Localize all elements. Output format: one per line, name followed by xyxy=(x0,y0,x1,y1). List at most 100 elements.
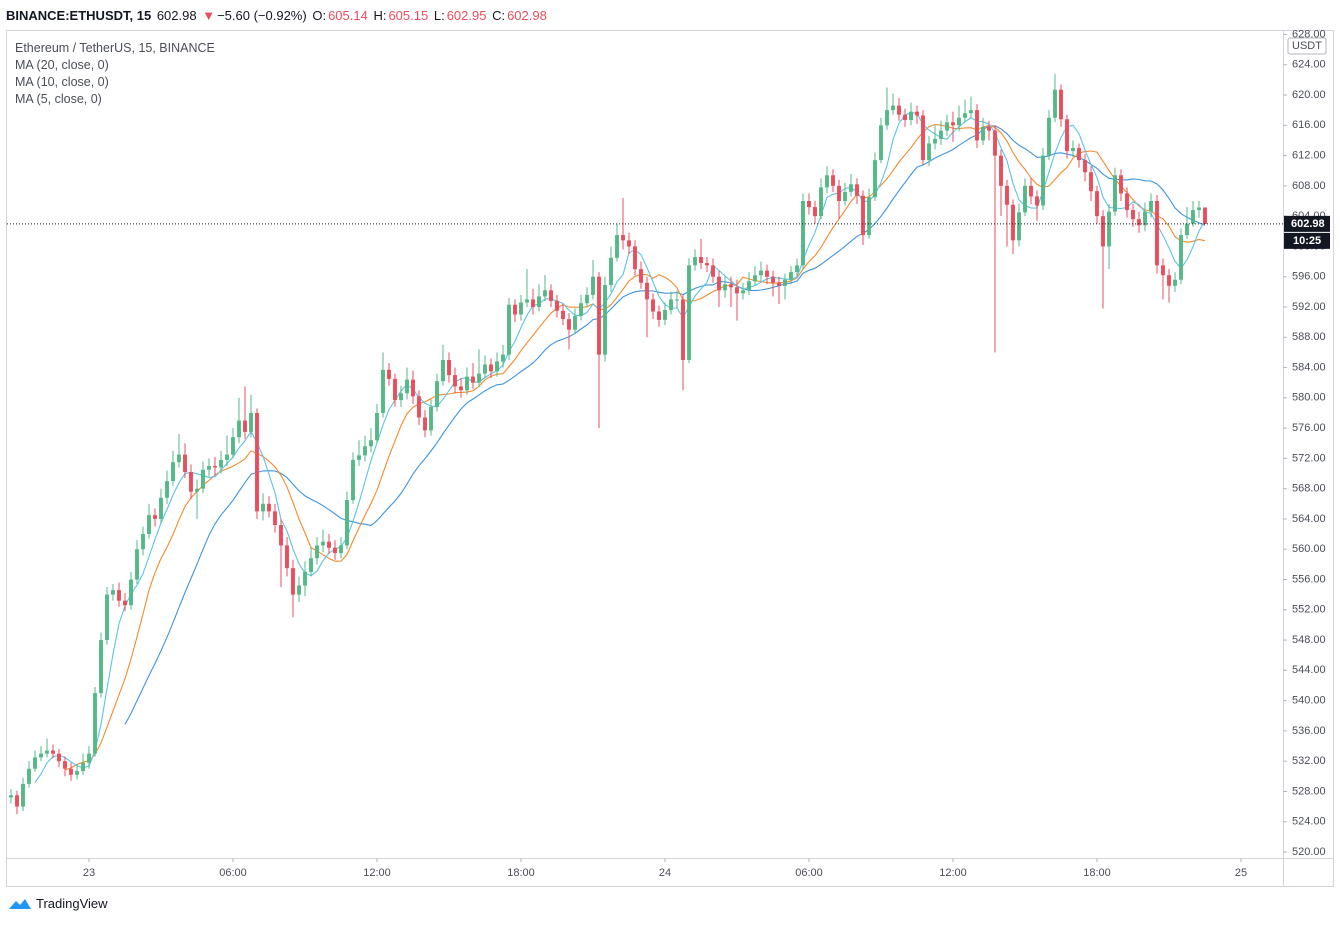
y-tick-label: 592.00 xyxy=(1292,301,1326,313)
candle-body xyxy=(75,771,79,775)
candle-body xyxy=(483,364,487,374)
candle-body xyxy=(987,126,991,131)
candle-body xyxy=(633,246,637,270)
candle-body xyxy=(561,310,565,320)
candle-body xyxy=(111,590,115,595)
candle-body xyxy=(93,693,97,754)
symbol: BINANCE:ETHUSDT, 15 xyxy=(6,8,152,23)
candle-body xyxy=(453,375,457,387)
candle-body xyxy=(1035,196,1039,206)
candle-body xyxy=(885,110,889,126)
header: BINANCE:ETHUSDT, 15 602.98 ▼ −5.60 (−0.92… xyxy=(6,8,549,23)
candle-body xyxy=(1047,117,1051,156)
candle-body xyxy=(567,319,571,330)
candle-body xyxy=(651,299,655,312)
candle-body xyxy=(345,500,349,546)
candle-body xyxy=(369,440,373,447)
candle-body xyxy=(9,795,13,798)
candle-body xyxy=(1137,219,1141,226)
legend-entry: MA (10, close, 0) xyxy=(15,75,109,89)
y-tick-label: 572.00 xyxy=(1292,452,1326,464)
candle-body xyxy=(1041,155,1045,206)
candle-body xyxy=(795,265,799,273)
candle-body xyxy=(639,269,643,283)
candle-body xyxy=(435,381,439,407)
candle-body xyxy=(1131,210,1135,220)
candle-body xyxy=(465,376,469,391)
candle-body xyxy=(1113,175,1117,212)
y-tick-label: 584.00 xyxy=(1292,361,1326,373)
candle-body xyxy=(981,126,985,141)
candle-body xyxy=(1191,210,1195,224)
candle-body xyxy=(261,503,265,512)
candle-body xyxy=(105,594,109,641)
candle-body xyxy=(1089,172,1093,192)
candle-body xyxy=(99,640,103,694)
brand[interactable]: TradingView xyxy=(8,896,108,911)
candle-body xyxy=(879,125,883,161)
y-tick-label: 616.00 xyxy=(1292,119,1326,131)
candle-body xyxy=(297,585,301,595)
candle-body xyxy=(585,294,589,304)
candle-body xyxy=(405,379,409,394)
candle-body xyxy=(249,412,253,432)
candle-body xyxy=(429,406,433,431)
x-tick-label: 24 xyxy=(659,867,671,879)
legend-title: Ethereum / TetherUS, 15, BINANCE xyxy=(15,41,215,55)
candle-body xyxy=(201,469,205,489)
candle-body xyxy=(783,279,787,286)
candle-body xyxy=(813,207,817,217)
candle-body xyxy=(447,359,451,376)
candle-body xyxy=(903,114,907,121)
candle-body xyxy=(1185,223,1189,236)
y-tick-label: 524.00 xyxy=(1292,816,1326,828)
candle-body xyxy=(549,290,553,301)
frame xyxy=(6,30,1334,887)
candle-body xyxy=(507,304,511,355)
candle-body xyxy=(63,761,67,769)
candle-body xyxy=(831,175,835,186)
candle-body xyxy=(495,361,499,372)
y-tick-label: 552.00 xyxy=(1292,604,1326,616)
candle-body xyxy=(135,549,139,580)
candle-body xyxy=(723,284,727,291)
candle-body xyxy=(1119,175,1123,194)
y-tick-label: 532.00 xyxy=(1292,755,1326,767)
l-value: 602.95 xyxy=(446,8,487,23)
candle-body xyxy=(351,459,355,501)
y-tick-label: 620.00 xyxy=(1292,89,1326,101)
candle-body xyxy=(237,420,241,438)
candle-body xyxy=(891,105,895,111)
x-tick-label: 25 xyxy=(1235,867,1247,879)
y-tick-label: 548.00 xyxy=(1292,634,1326,646)
candle-body xyxy=(705,263,709,266)
candle-body xyxy=(459,386,463,391)
candle-body xyxy=(1167,275,1171,286)
candle-body xyxy=(117,590,121,601)
y-tick-label: 628.00 xyxy=(1292,28,1326,40)
candle-body xyxy=(339,545,343,554)
x-tick-label: 23 xyxy=(83,867,95,879)
candle-body xyxy=(1179,235,1183,280)
candle-body xyxy=(735,287,739,294)
candle-body xyxy=(165,481,169,498)
candle-body xyxy=(603,285,607,355)
candle-body xyxy=(1083,160,1087,173)
candle-body xyxy=(231,437,235,455)
candle-body xyxy=(1173,279,1177,286)
candle-body xyxy=(687,265,691,360)
candle-body xyxy=(27,768,31,784)
x-tick-label: 12:00 xyxy=(363,867,391,879)
candle-body xyxy=(81,762,85,772)
last-price-label: 602.98 xyxy=(1291,218,1325,230)
candle-body xyxy=(855,184,859,196)
candle-body xyxy=(669,299,673,311)
candle-body xyxy=(1143,211,1147,226)
candle-body xyxy=(615,235,619,258)
candle-body xyxy=(1149,201,1153,212)
candle-body xyxy=(645,282,649,300)
candle-body xyxy=(291,568,295,595)
l-label: L: xyxy=(433,8,445,23)
candle-body xyxy=(771,276,775,283)
candle-body xyxy=(363,446,367,456)
